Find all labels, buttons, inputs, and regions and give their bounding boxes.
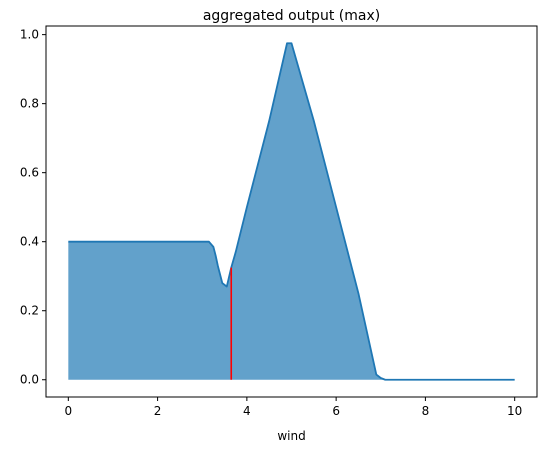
area-fill — [68, 43, 515, 380]
series-line — [68, 42, 515, 381]
plot-area — [68, 42, 515, 381]
axes: 0 2 4 6 8 10 0.0 0.2 0.4 0.6 0.8 1.0 — [20, 25, 538, 418]
x-tick-label: 0 — [64, 404, 72, 418]
y-tick-label: 0.8 — [20, 97, 39, 111]
y-tick-label: 0.0 — [20, 373, 39, 387]
x-tick-label: 6 — [332, 404, 340, 418]
x-tick-label: 8 — [422, 404, 430, 418]
x-tick-label: 10 — [507, 404, 522, 418]
y-tick-label: 0.4 — [20, 235, 39, 249]
chart-title: aggregated output (max) — [203, 8, 380, 24]
x-axis-title: wind — [277, 429, 305, 443]
axes-frame — [45, 25, 538, 398]
x-tick-label: 2 — [154, 404, 162, 418]
y-tick-label: 1.0 — [20, 28, 39, 42]
y-tick-label: 0.2 — [20, 304, 39, 318]
x-tick-label: 4 — [243, 404, 251, 418]
y-tick-label: 0.6 — [20, 166, 39, 180]
